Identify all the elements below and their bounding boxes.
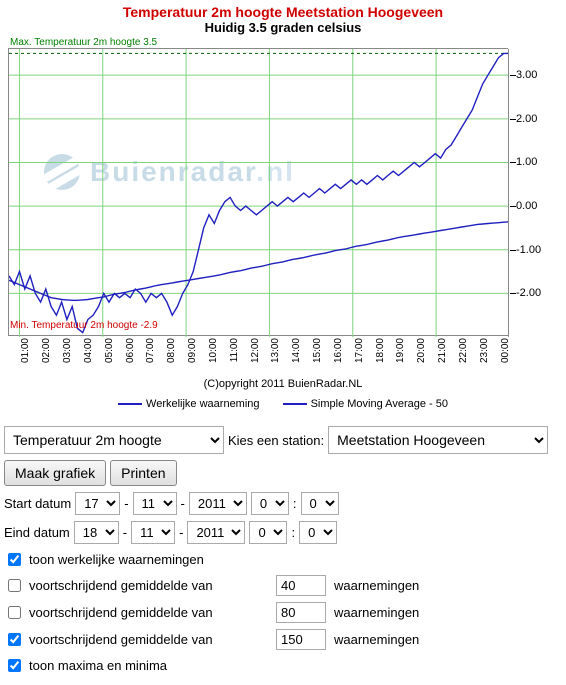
chart-subtitle: Huidig 3.5 graden celsius [4,20,562,35]
make-chart-button[interactable]: Maak grafiek [4,460,106,486]
moving-avg-2-unit: waarnemingen [334,605,444,620]
chart-title: Temperatuur 2m hoogte Meetstation Hoogev… [4,4,562,20]
moving-avg-2-input[interactable] [276,602,326,623]
moving-avg-3-input[interactable] [276,629,326,650]
measurement-select[interactable]: Temperatuur 2m hoogte [4,426,224,454]
end-month-select[interactable]: 11 [131,521,175,544]
legend-item-1: Werkelijke waarneming [146,398,260,410]
moving-avg-2-checkbox[interactable] [8,606,21,619]
show-actual-label: toon werkelijke waarnemingen [29,552,204,567]
chart-svg [9,49,509,337]
start-day-select[interactable]: 17 [75,492,120,515]
chart-legend: Werkelijke waarneming Simple Moving Aver… [4,398,562,410]
end-hour-select[interactable]: 0 [249,521,287,544]
copyright-text: (C)opyright 2011 BuienRadar.NL [4,378,562,390]
start-hour-select[interactable]: 0 [251,492,289,515]
start-year-select[interactable]: 2011 [189,492,247,515]
moving-avg-1-input[interactable] [276,575,326,596]
end-date-label: Eind datum [4,525,70,540]
legend-item-2: Simple Moving Average - 50 [311,398,448,410]
end-minute-select[interactable]: 0 [299,521,337,544]
moving-avg-2-label: voortschrijdend gemiddelde van [29,605,213,620]
moving-avg-3-unit: waarnemingen [334,632,444,647]
moving-avg-1-unit: waarnemingen [334,578,444,593]
y-axis: -2.00-1.000.001.002.003.00 [508,49,556,337]
end-day-select[interactable]: 18 [74,521,119,544]
show-actual-checkbox[interactable] [8,553,21,566]
station-select[interactable]: Meetstation Hoogeveen [328,426,548,454]
start-month-select[interactable]: 11 [133,492,177,515]
moving-avg-3-label: voortschrijdend gemiddelde van [29,632,213,647]
station-label: Kies een station: [228,433,324,448]
show-maxmin-checkbox[interactable] [8,659,21,672]
print-button[interactable]: Printen [110,460,176,486]
min-temperature-label: Min. Temperatuur 2m hoogte -2.9 [10,320,158,331]
x-axis: 01:0002:0003:0004:0005:0006:0007:0008:00… [8,336,508,376]
start-minute-select[interactable]: 0 [301,492,339,515]
show-maxmin-label: toon maxima en minima [29,658,167,673]
moving-avg-1-label: voortschrijdend gemiddelde van [29,578,213,593]
moving-avg-3-checkbox[interactable] [8,633,21,646]
end-year-select[interactable]: 2011 [187,521,245,544]
start-date-label: Start datum [4,496,71,511]
max-temperature-label: Max. Temperatuur 2m hoogte 3.5 [10,37,562,48]
controls-panel: Temperatuur 2m hoogte Kies een station: … [4,426,562,675]
moving-avg-1-checkbox[interactable] [8,579,21,592]
chart-container: Temperatuur 2m hoogte Meetstation Hoogev… [4,4,562,410]
chart-plot-area: Buienradar.nl -2.00-1.000.001.002.003.00 [8,48,508,336]
